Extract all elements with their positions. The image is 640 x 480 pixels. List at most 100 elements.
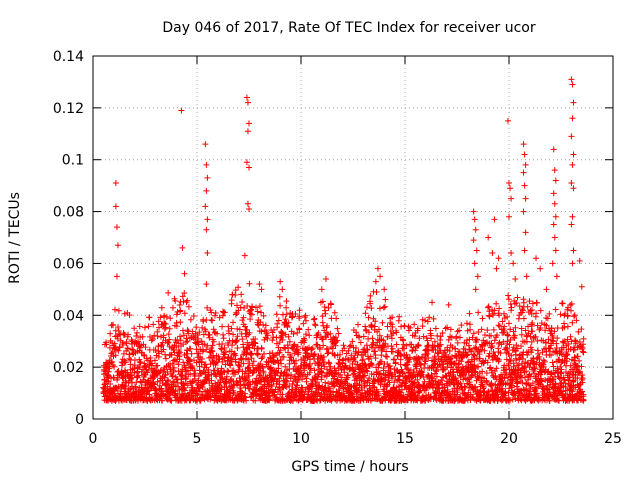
data-point xyxy=(500,338,507,345)
data-point xyxy=(122,359,129,366)
data-point xyxy=(199,356,206,363)
data-point xyxy=(212,362,219,369)
data-point xyxy=(195,335,202,342)
data-point xyxy=(264,332,271,339)
data-point-outlier xyxy=(551,200,558,207)
data-point xyxy=(488,380,495,387)
data-point xyxy=(208,371,215,378)
data-point xyxy=(150,321,157,328)
data-point xyxy=(313,379,320,386)
data-point-outlier xyxy=(112,180,119,187)
data-point xyxy=(219,341,226,348)
data-point xyxy=(459,353,466,360)
data-point xyxy=(471,352,478,359)
data-point-outlier xyxy=(552,247,559,254)
data-point xyxy=(301,367,308,374)
data-point xyxy=(505,292,512,299)
data-point xyxy=(273,368,280,375)
data-point xyxy=(199,324,206,331)
data-point xyxy=(501,310,508,317)
data-point xyxy=(335,330,342,337)
data-point-outlier xyxy=(489,250,496,257)
data-point-outlier xyxy=(113,273,120,280)
y-tick-label: 0.12 xyxy=(53,101,84,117)
data-point xyxy=(537,307,544,314)
data-point xyxy=(555,356,562,363)
data-point xyxy=(268,383,275,390)
data-point xyxy=(365,329,372,336)
data-point-outlier xyxy=(543,286,550,293)
data-point xyxy=(311,351,318,358)
data-point xyxy=(227,390,234,397)
data-point xyxy=(203,316,210,323)
data-point xyxy=(160,332,167,339)
data-point xyxy=(235,284,242,291)
data-point xyxy=(318,369,325,376)
data-point xyxy=(191,367,198,374)
data-point xyxy=(169,372,176,379)
data-point xyxy=(568,307,575,314)
data-point-outlier xyxy=(372,278,379,285)
data-point xyxy=(557,311,564,318)
data-point xyxy=(162,351,169,358)
data-point xyxy=(222,348,229,355)
data-point xyxy=(116,343,123,350)
data-point xyxy=(282,316,289,323)
data-point xyxy=(154,333,161,340)
data-point xyxy=(165,378,172,385)
data-point xyxy=(354,361,361,368)
data-point xyxy=(234,325,241,332)
data-point xyxy=(384,333,391,340)
data-point-outlier xyxy=(520,141,527,148)
data-point xyxy=(574,353,581,360)
data-point xyxy=(487,364,494,371)
data-point xyxy=(334,337,341,344)
data-point xyxy=(432,346,439,353)
data-point xyxy=(445,336,452,343)
data-point xyxy=(237,384,244,391)
data-point xyxy=(508,304,515,311)
data-point xyxy=(373,289,380,296)
data-point xyxy=(273,334,280,341)
data-point xyxy=(357,339,364,346)
data-point xyxy=(246,360,253,367)
data-point xyxy=(494,391,501,398)
data-point xyxy=(425,347,432,354)
data-point xyxy=(156,324,163,331)
data-point-outlier xyxy=(568,76,575,83)
data-point xyxy=(246,280,253,287)
data-point xyxy=(552,306,559,313)
data-point-outlier xyxy=(203,281,210,288)
data-point xyxy=(117,390,124,397)
data-point xyxy=(368,305,375,312)
data-point xyxy=(315,329,322,336)
data-point xyxy=(195,350,202,357)
data-point xyxy=(129,346,136,353)
data-point xyxy=(295,349,302,356)
data-point-outlier xyxy=(374,265,381,272)
data-point xyxy=(232,369,239,376)
data-point xyxy=(388,343,395,350)
data-point xyxy=(146,314,153,321)
data-point xyxy=(198,338,205,345)
data-point xyxy=(331,309,338,316)
data-point xyxy=(250,358,257,365)
data-point-outlier xyxy=(507,185,514,192)
data-point xyxy=(290,378,297,385)
x-axis-label: GPS time / hours xyxy=(291,459,408,475)
data-point xyxy=(137,344,144,351)
data-point xyxy=(437,336,444,343)
data-point xyxy=(274,324,281,331)
y-tick-label: 0.1 xyxy=(62,153,84,169)
data-point xyxy=(306,360,313,367)
data-point xyxy=(320,342,327,349)
data-point-outlier xyxy=(445,301,452,308)
data-point xyxy=(349,364,356,371)
data-point xyxy=(324,350,331,357)
data-point-outlier xyxy=(202,203,209,210)
data-point xyxy=(491,368,498,375)
data-point xyxy=(319,336,326,343)
data-point-outlier xyxy=(322,275,329,282)
data-point xyxy=(124,345,131,352)
data-point xyxy=(353,344,360,351)
